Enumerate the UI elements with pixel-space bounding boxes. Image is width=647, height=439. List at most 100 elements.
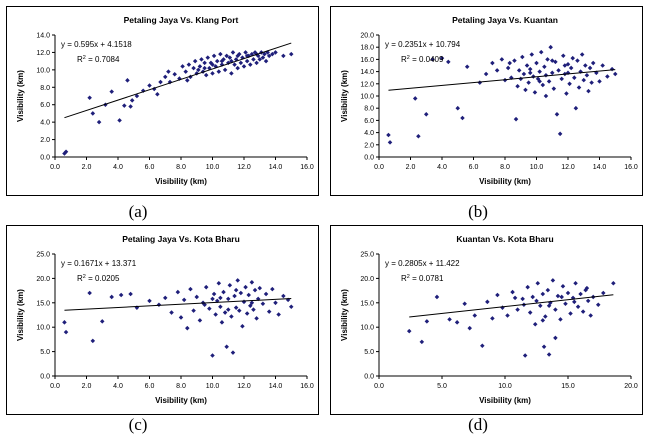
chart-1-equation-label: y = 0.2351x + 10.794 (385, 40, 461, 49)
chart-0-y-tick-label: 10.0 (36, 67, 50, 74)
chart-0-y-tick-label: 2.0 (40, 137, 50, 144)
chart-2-data-point (233, 305, 239, 310)
chart-3-data-point (525, 284, 530, 290)
chart-0-data-point (205, 55, 211, 60)
chart-0-data-point (230, 50, 236, 55)
chart-panel-c: Petaling Jaya Vs. Kota Bharu 0.0 2.0 4.0 6.0… (6, 225, 319, 415)
chart-3-data-point (541, 344, 547, 349)
chart-3-data-point (540, 291, 546, 297)
chart-3-data-point (527, 310, 533, 315)
chart-3-data-point (505, 313, 510, 318)
chart-3-x-axis-label: Visibility (km) (479, 396, 531, 405)
chart-3-data-point (588, 313, 593, 318)
chart-2-data-point (237, 308, 242, 313)
chart-3-data-point (601, 290, 606, 296)
chart-1-r-squared-label: R2 = 0.0409 (401, 55, 444, 64)
chart-0-data-point (214, 58, 220, 64)
chart-1-data-point (600, 63, 605, 68)
chart-2-x-tick-label: 6.0 (145, 383, 155, 390)
chart-0-data-point (244, 58, 250, 64)
chart-3-y-tick-label: 15.0 (360, 300, 374, 307)
chart-2-data-point (229, 314, 234, 319)
chart-2-y-tick-label: 5.0 (40, 349, 50, 356)
chart-2-data-point (273, 300, 278, 306)
chart-0-title: Petaling Jaya Vs. Klang Port (124, 15, 239, 25)
chart-0-data-point (158, 79, 163, 85)
chart-1-data-point (545, 57, 550, 62)
chart-1-y-tick-label: 14.0 (360, 69, 374, 76)
chart-2-data-point (219, 320, 225, 325)
chart-2-data-point (230, 350, 236, 355)
chart-2-y-tick-label: 20.0 (36, 276, 50, 283)
chart-3-y-tick-label: 10.0 (360, 325, 374, 332)
chart-0-data-point (197, 64, 203, 69)
chart-3-data-point (515, 307, 520, 312)
chart-2-data-point (197, 318, 203, 323)
chart-1-data-point (542, 64, 547, 69)
chart-3-data-point (553, 335, 558, 341)
chart-2-x-tick-label: 8.0 (176, 383, 186, 390)
chart-2-data-point (181, 297, 187, 303)
chart-0-data-point (218, 51, 223, 57)
chart-2-data-point (210, 296, 215, 302)
chart-2-y-tick-label: 10.0 (36, 325, 50, 332)
chart-0-data-point (254, 60, 259, 66)
chart-0-data-point (191, 65, 196, 71)
chart-2-data-point (191, 308, 196, 313)
chart-2-data-point (216, 281, 222, 286)
chart-0-data-point (238, 60, 244, 66)
chart-3-data-point (530, 294, 535, 300)
chart-0-data-point (90, 111, 96, 116)
chart-2-y-tick-label: 15.0 (36, 300, 50, 307)
chart-1-y-tick-label: 6.0 (364, 118, 374, 125)
chart-0-data-point (248, 62, 253, 67)
chart-1-title: Petaling Jaya Vs. Kuantan (452, 15, 558, 25)
chart-3-data-point (534, 298, 539, 304)
chart-0-data-point (219, 58, 225, 64)
chart-1-y-tick-label: 20.0 (360, 33, 374, 40)
chart-1-y-tick-label: 18.0 (360, 45, 374, 52)
chart-1-data-point (387, 140, 393, 145)
chart-1-y-tick-label: 12.0 (360, 81, 374, 88)
chart-2-data-point (249, 280, 255, 285)
chart-0-x-tick-label: 14.0 (269, 164, 283, 171)
chart-0-data-point (109, 89, 114, 94)
chart-2-data-point (99, 319, 105, 324)
chart-0-x-tick-label: 0.0 (50, 164, 60, 171)
chart-1-data-point (557, 131, 563, 137)
chart-0-y-tick-label: 12.0 (36, 50, 50, 57)
chart-3-data-point (434, 294, 440, 300)
chart-2-data-point (175, 289, 181, 295)
chart-2-x-tick-label: 2.0 (82, 383, 92, 390)
chart-2-data-point (252, 287, 258, 293)
chart-2-data-point (194, 294, 200, 300)
chart-3-data-point (522, 353, 528, 358)
chart-panel-d: Kuantan Vs. Kota Bharu 0.0 5.0 10.0 15.0 20.0… (330, 225, 643, 415)
chart-0-data-point (235, 53, 240, 59)
chart-1-data-point (534, 60, 539, 66)
chart-1-data-point (532, 90, 538, 95)
chart-0-r-squared-symbol: R (77, 55, 83, 64)
chart-2-data-point (162, 295, 168, 301)
chart-1-data-point (581, 77, 587, 83)
chart-3-data-point (490, 316, 495, 321)
chart-2-data-point (109, 294, 114, 300)
chart-3-x-tick-label: 20.0 (624, 383, 638, 390)
chart-0-data-point (96, 119, 102, 125)
chart-2-data-point (227, 282, 233, 288)
chart-1-data-point (589, 80, 594, 85)
chart-0-data-point (288, 51, 294, 57)
chart-0-trendline (64, 42, 292, 119)
chart-1-data-point (512, 58, 517, 63)
chart-0-data-point (251, 57, 256, 62)
chart-1-data-point (523, 87, 528, 93)
chart-2-data-point (128, 291, 133, 297)
chart-3-data-point (585, 298, 591, 304)
chart-1-data-point (516, 68, 522, 73)
chart-3-x-tick-label: 10.0 (498, 383, 512, 390)
chart-1-x-tick-label: 2.0 (406, 164, 416, 171)
chart-1-data-point (537, 69, 542, 74)
chart-3-y-tick-label: 5.0 (364, 349, 374, 356)
chart-1-data-point (464, 64, 470, 69)
